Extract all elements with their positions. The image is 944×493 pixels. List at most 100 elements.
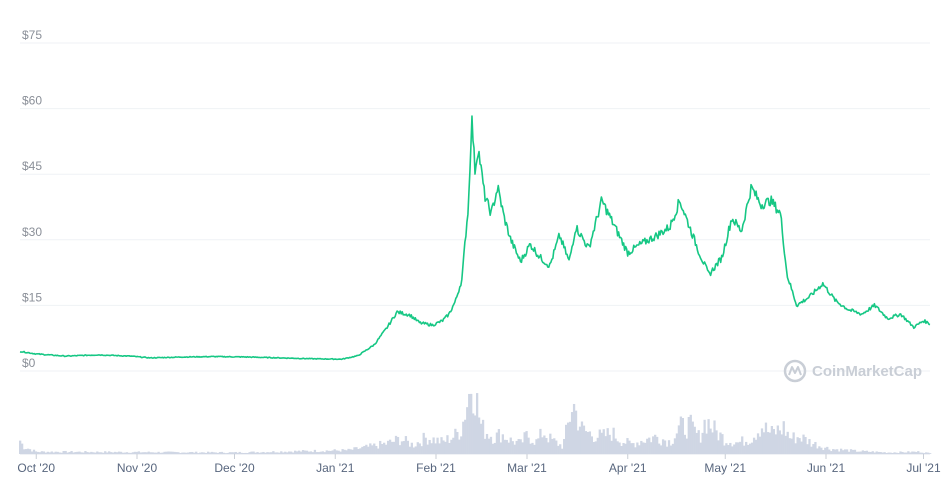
volume-bar: [232, 452, 235, 454]
volume-bar: [66, 452, 69, 454]
volume-bar: [199, 452, 202, 454]
volume-bar: [163, 451, 166, 454]
volume-bar: [703, 419, 706, 454]
volume-bar: [479, 423, 483, 454]
x-axis-ticks: Oct '20 Nov '20 Dec '20 Jan '21 Feb '21 Mar '…: [17, 454, 941, 475]
volume-bar: [418, 443, 421, 454]
volume-bar: [824, 447, 827, 454]
volume-bar: [201, 452, 204, 454]
volume-bar: [521, 442, 524, 454]
volume-bar: [881, 452, 884, 454]
volume-bar: [782, 421, 785, 454]
volume-bar: [733, 444, 736, 454]
volume-bar: [363, 445, 366, 454]
volume-bar: [594, 441, 597, 454]
volume-bar: [88, 452, 91, 454]
volume-bar: [115, 452, 119, 454]
volume-bar: [671, 443, 675, 454]
volume-bar: [404, 436, 408, 454]
volume-bar: [778, 430, 781, 454]
volume-bar: [543, 435, 546, 454]
volume-bar: [859, 451, 863, 454]
volume-bar: [129, 452, 133, 454]
volume-bar: [388, 439, 392, 454]
volume-bar: [634, 447, 637, 454]
volume-bar: [561, 448, 564, 454]
volume-bar: [620, 445, 623, 454]
volume-bar: [598, 429, 601, 454]
volume-bar: [659, 445, 663, 454]
volume-bar: [697, 430, 700, 454]
volume-bar: [327, 450, 330, 454]
volume-bar: [58, 452, 61, 454]
volume-bar: [903, 452, 906, 454]
volume-bar: [214, 452, 218, 454]
volume-bar: [533, 444, 536, 454]
volume-bar: [426, 444, 429, 454]
volume-bar: [665, 446, 669, 454]
volume-bar: [396, 437, 400, 454]
volume-bar: [428, 439, 431, 454]
volume-bar: [741, 436, 744, 454]
volume-bar: [444, 441, 447, 454]
volume-bar: [796, 437, 799, 454]
volume-bar: [925, 452, 928, 454]
volume-bar: [748, 443, 752, 454]
y-axis-ticks: $0 $15 $30 $45 $60 $75: [22, 28, 42, 370]
volume-bar: [529, 443, 532, 454]
volume-bar: [153, 452, 156, 454]
volume-bar: [762, 432, 766, 454]
volume-bar: [383, 442, 386, 454]
volume-bar: [472, 413, 475, 454]
volume-bar: [76, 451, 79, 454]
volume-bar: [873, 452, 876, 454]
volume-bar: [42, 451, 46, 454]
volume-bar: [919, 452, 922, 454]
volume-bar: [770, 426, 774, 454]
volume-bar: [317, 452, 321, 454]
volume-bar: [30, 451, 34, 454]
volume-bar: [630, 443, 633, 454]
volume-bar: [70, 451, 73, 454]
volume-bar: [758, 436, 762, 454]
volume-bar: [224, 453, 228, 454]
volume-bar: [80, 452, 83, 454]
volume-bar: [499, 442, 503, 454]
volume-bar: [624, 443, 627, 454]
volume-bar: [127, 452, 131, 454]
volume-bar: [319, 451, 322, 454]
volume-bar: [450, 439, 453, 454]
volume-bar: [636, 442, 639, 454]
volume-bar: [440, 437, 443, 454]
volume-bar: [832, 449, 835, 454]
x-tick-label: May '21: [704, 461, 746, 475]
volume-bar: [582, 425, 586, 454]
volume-bar: [430, 443, 433, 454]
volume-bar: [535, 439, 538, 454]
volume-bar: [648, 437, 651, 454]
volume-bar: [642, 442, 645, 454]
volume-bar: [104, 451, 107, 454]
volume-bar: [365, 444, 368, 454]
volume-bar: [416, 442, 419, 454]
volume-bar: [685, 438, 688, 454]
volume-bar: [276, 452, 279, 454]
volume-bar: [197, 453, 200, 454]
volume-bar: [311, 452, 315, 454]
volume-bar: [756, 433, 760, 454]
volume-bar: [477, 417, 481, 454]
volume-bar: [175, 452, 178, 454]
volume-bar: [402, 441, 406, 454]
volume-bar: [48, 452, 51, 454]
volume-bar: [863, 450, 867, 454]
volume-bar: [204, 452, 208, 454]
volume-bar: [167, 451, 170, 454]
volume-bar: [719, 432, 722, 454]
volume-bar: [34, 451, 38, 454]
volume-bar: [622, 443, 625, 454]
volume-bar: [137, 451, 140, 454]
volume-bar: [260, 452, 263, 454]
volume-bar: [410, 442, 413, 454]
volume-bar: [861, 450, 865, 454]
volume-bar: [60, 452, 63, 454]
